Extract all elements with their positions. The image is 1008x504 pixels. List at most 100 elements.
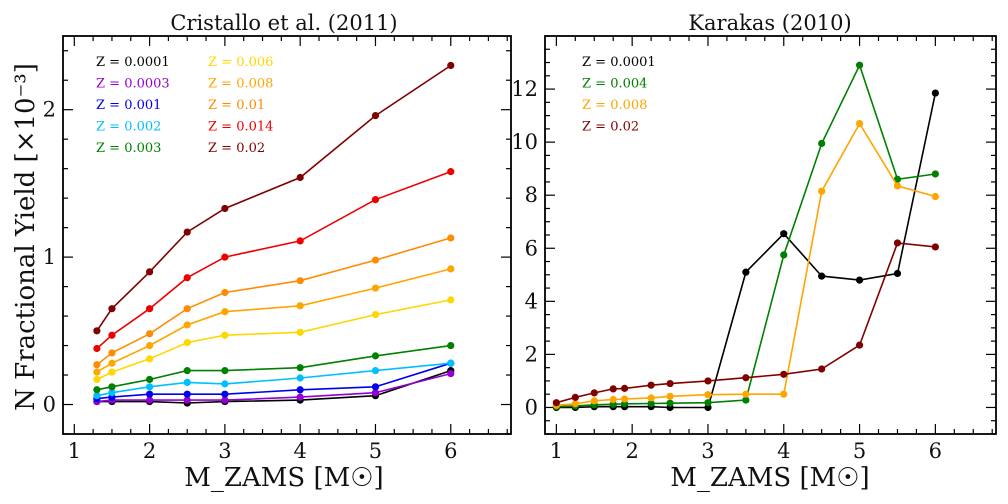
data-point <box>221 253 229 261</box>
data-point <box>893 269 902 278</box>
data-point <box>931 243 939 251</box>
data-point <box>296 302 304 310</box>
data-point <box>704 399 712 407</box>
data-point <box>221 390 229 398</box>
data-point <box>552 399 560 407</box>
series-line <box>556 92 937 409</box>
data-point <box>221 288 229 297</box>
data-point <box>145 383 154 391</box>
data-point <box>93 386 101 394</box>
data-point <box>108 368 116 376</box>
data-point <box>818 139 826 148</box>
data-point <box>183 378 191 387</box>
data-point <box>855 61 864 69</box>
plot-frame <box>544 35 997 435</box>
series-line <box>96 170 452 350</box>
x-tick-label: 5 <box>853 439 866 463</box>
data-point <box>108 305 116 313</box>
legend-entry: Z = 0.002 <box>96 120 161 135</box>
data-point <box>647 394 655 402</box>
data-point <box>145 341 154 350</box>
data-point <box>620 384 629 392</box>
data-point <box>108 359 116 367</box>
series-line <box>96 268 451 373</box>
plot-frame <box>62 35 512 435</box>
data-point <box>296 277 304 285</box>
data-point <box>371 352 380 360</box>
data-point <box>742 396 750 404</box>
data-point <box>780 390 788 398</box>
legend-entry: Z = 0.008 <box>208 77 273 92</box>
x-tick-label: 4 <box>293 439 306 463</box>
data-point <box>620 395 629 403</box>
data-point <box>818 187 826 195</box>
series-line <box>96 237 452 366</box>
data-point <box>183 367 191 375</box>
y-tick-label: 6 <box>525 236 538 260</box>
y-tick-label: 12 <box>511 77 538 101</box>
panel-left-title: Cristallo et al. (2011) <box>170 11 397 35</box>
data-point <box>145 396 154 404</box>
y-tick-label: 0 <box>43 393 56 417</box>
data-point <box>145 268 154 276</box>
data-point <box>93 392 101 400</box>
data-point <box>183 305 191 313</box>
series-line <box>556 122 936 407</box>
data-point <box>296 173 304 182</box>
data-point <box>183 274 191 282</box>
data-point <box>780 230 788 238</box>
data-point <box>371 389 380 397</box>
data-point <box>108 349 116 357</box>
data-point <box>145 330 154 338</box>
y-tick-label: 2 <box>525 342 538 366</box>
y-axis-label: N Fractional Yield [×10⁻³] <box>11 63 41 411</box>
data-point <box>221 396 229 404</box>
data-point <box>371 112 380 120</box>
data-point <box>221 331 229 339</box>
y-tick-label: 10 <box>511 130 538 154</box>
series-line <box>96 362 451 397</box>
series-line <box>96 369 452 404</box>
series-line <box>96 372 451 403</box>
data-point <box>818 365 826 373</box>
data-point <box>447 369 455 378</box>
data-point <box>447 296 455 304</box>
data-point <box>371 367 380 375</box>
data-point <box>666 392 674 400</box>
x-tick-label: 6 <box>929 439 942 463</box>
data-point <box>590 389 598 397</box>
data-point <box>704 377 712 385</box>
data-point <box>221 308 229 316</box>
y-tick-label: 8 <box>525 183 538 207</box>
data-point <box>447 341 455 350</box>
series-line <box>96 344 451 391</box>
data-point <box>296 237 304 245</box>
data-point <box>447 359 455 367</box>
legend-entry: Z = 0.01 <box>208 98 265 113</box>
data-point <box>647 399 655 408</box>
data-point <box>666 399 674 407</box>
legend-entry: Z = 0.014 <box>208 120 273 135</box>
legend-entry: Z = 0.003 <box>96 141 161 156</box>
data-point <box>590 397 598 405</box>
x-axis-label-left: M_ZAMS [M☉] <box>184 463 383 493</box>
data-point <box>145 375 154 384</box>
data-point <box>855 276 864 284</box>
x-tick-label: 4 <box>777 439 790 463</box>
data-point <box>609 385 617 393</box>
data-point <box>447 234 455 242</box>
data-point <box>183 228 191 236</box>
data-point <box>780 370 788 378</box>
x-tick-label: 3 <box>701 439 714 463</box>
data-point <box>704 391 712 399</box>
data-point <box>855 119 864 128</box>
legend-entry: Z = 0.006 <box>208 55 273 70</box>
data-point <box>221 204 229 213</box>
data-point <box>93 344 101 353</box>
data-point <box>108 383 116 391</box>
data-point <box>93 361 101 369</box>
x-tick-label: 3 <box>218 439 231 463</box>
